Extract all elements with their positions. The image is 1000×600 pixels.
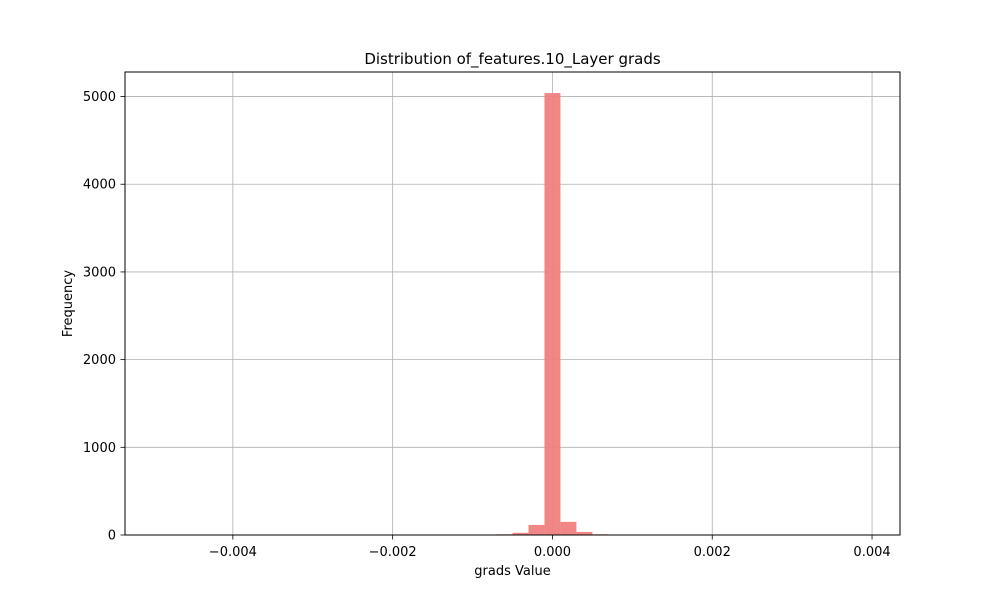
y-tick-label: 2000 <box>83 353 116 368</box>
histogram-bar <box>528 524 545 535</box>
x-tick-label: 0.004 <box>853 545 890 560</box>
histogram-bar <box>576 531 593 535</box>
y-axis-label: Frequency <box>61 270 76 337</box>
ticks-layer: −0.004 −0.002 0.000 0.002 0.004 0 1000 2000 3000… <box>83 90 891 560</box>
y-tick-label: 0 <box>108 529 116 544</box>
x-tick-label: 0.002 <box>694 545 731 560</box>
chart-title: Distribution of_features.10_Layer grads <box>364 50 661 69</box>
histogram-bar <box>544 93 561 536</box>
histogram-bar <box>512 532 529 535</box>
y-tick-label: 5000 <box>83 90 116 105</box>
plot-frame <box>124 71 901 536</box>
y-tick-label: 3000 <box>83 265 116 280</box>
x-tick-label: −0.002 <box>369 545 417 560</box>
y-tick-label: 1000 <box>83 441 116 456</box>
x-axis-label: grads Value <box>474 564 550 579</box>
y-tick-label: 4000 <box>83 178 116 193</box>
x-tick-label: −0.004 <box>209 545 257 560</box>
histogram-bar <box>560 521 577 535</box>
bars-layer <box>496 93 609 536</box>
grid-layer <box>125 72 900 536</box>
x-tick-label: 0.000 <box>534 545 571 560</box>
